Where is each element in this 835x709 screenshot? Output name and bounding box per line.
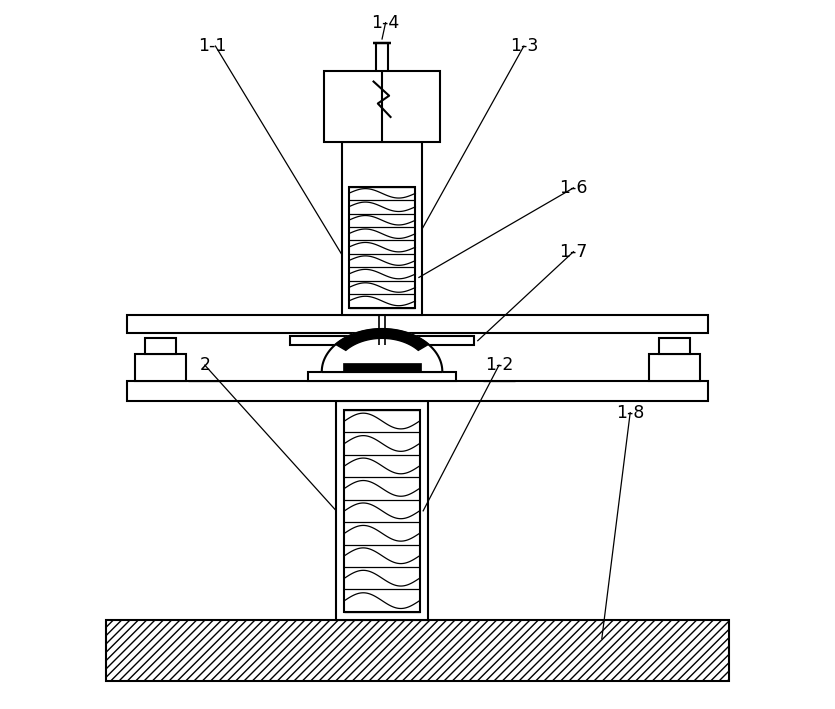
Polygon shape (321, 329, 443, 372)
Text: 1-4: 1-4 (372, 13, 400, 32)
Text: 1-8: 1-8 (616, 403, 645, 422)
Text: 1-6: 1-6 (559, 179, 588, 197)
Bar (342, 142, 423, 315)
Text: 1-3: 1-3 (509, 37, 538, 55)
Bar (659, 338, 690, 354)
Bar (307, 372, 457, 381)
Bar (135, 354, 186, 381)
Bar (145, 338, 176, 354)
Text: 1-1: 1-1 (198, 37, 226, 55)
Bar (343, 363, 421, 372)
Text: 2: 2 (200, 356, 210, 374)
Bar (127, 315, 708, 333)
Bar (345, 410, 420, 612)
Text: 1-2: 1-2 (485, 356, 514, 374)
Bar (324, 71, 440, 142)
Bar (127, 381, 708, 401)
Bar (649, 354, 700, 381)
Bar (105, 620, 730, 681)
Bar (336, 401, 428, 620)
Text: 1-7: 1-7 (559, 242, 588, 261)
Bar (290, 336, 474, 345)
Polygon shape (336, 329, 428, 350)
Bar (349, 186, 415, 308)
